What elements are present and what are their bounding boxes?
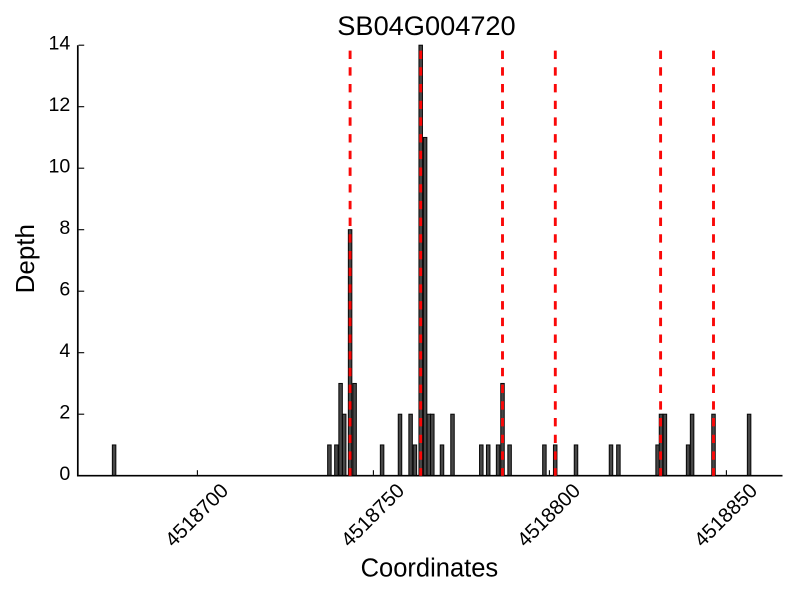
svg-text:14: 14 [49,33,71,55]
svg-text:0: 0 [59,463,70,485]
svg-text:10: 10 [49,156,71,178]
svg-text:Depth: Depth [10,224,40,293]
svg-text:2: 2 [59,402,70,424]
svg-text:SB04G004720: SB04G004720 [337,10,515,41]
svg-text:4: 4 [59,340,70,362]
svg-text:Coordinates: Coordinates [361,554,499,582]
svg-text:12: 12 [49,94,71,116]
svg-text:6: 6 [59,279,70,301]
svg-text:8: 8 [59,217,70,239]
